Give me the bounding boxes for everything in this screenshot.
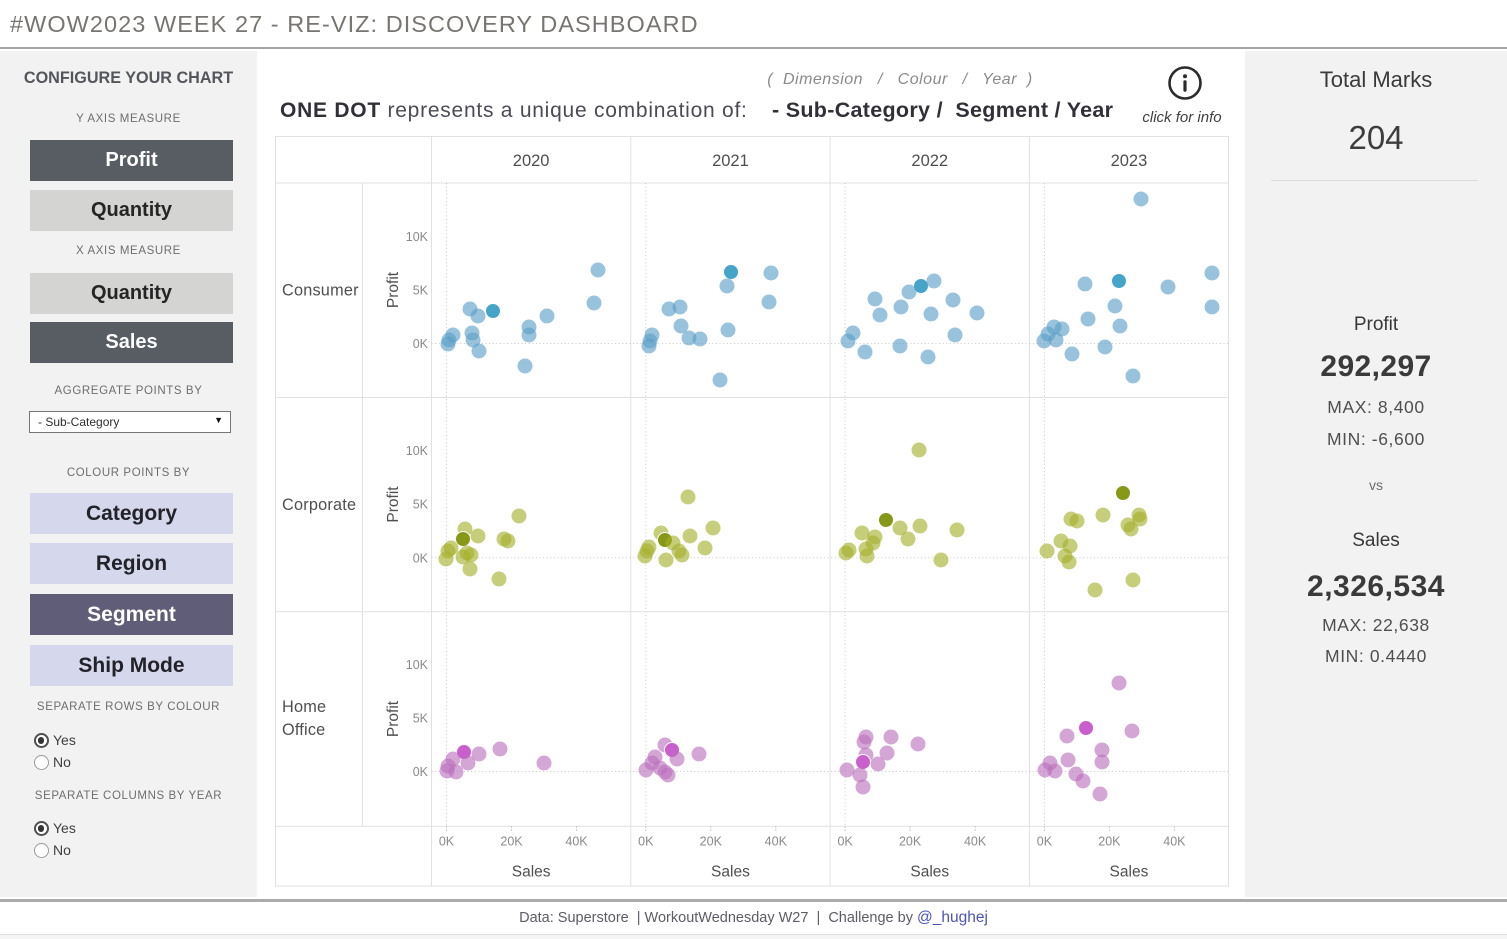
svg-text:0K: 0K: [1037, 835, 1053, 849]
svg-text:0K: 0K: [837, 835, 853, 849]
svg-text:20K: 20K: [899, 835, 922, 849]
svg-text:Corporate: Corporate: [282, 496, 356, 514]
svg-text:2022: 2022: [911, 152, 948, 170]
svg-text:Profit: Profit: [385, 486, 402, 523]
svg-text:Profit: Profit: [385, 271, 402, 308]
svg-text:0K: 0K: [413, 551, 429, 565]
svg-text:Office: Office: [282, 721, 325, 739]
svg-text:Profit: Profit: [385, 700, 402, 737]
svg-text:10K: 10K: [406, 230, 429, 244]
svg-text:5K: 5K: [413, 498, 429, 512]
svg-text:10K: 10K: [406, 658, 429, 672]
svg-text:20K: 20K: [500, 835, 523, 849]
svg-text:2023: 2023: [1111, 152, 1148, 170]
svg-text:40K: 40K: [765, 835, 788, 849]
svg-text:0K: 0K: [413, 337, 429, 351]
svg-text:40K: 40K: [1163, 835, 1186, 849]
svg-text:Sales: Sales: [910, 864, 949, 881]
svg-text:0K: 0K: [638, 835, 654, 849]
svg-text:20K: 20K: [700, 835, 723, 849]
svg-text:2020: 2020: [513, 152, 550, 170]
svg-text:5K: 5K: [413, 711, 429, 725]
svg-text:40K: 40K: [565, 835, 588, 849]
svg-text:0K: 0K: [439, 835, 455, 849]
svg-text:20K: 20K: [1098, 835, 1121, 849]
svg-text:Sales: Sales: [512, 864, 551, 881]
svg-text:5K: 5K: [413, 283, 429, 297]
svg-text:Sales: Sales: [1110, 864, 1149, 881]
svg-text:Consumer: Consumer: [282, 282, 359, 300]
svg-text:2021: 2021: [712, 152, 749, 170]
svg-text:Home: Home: [282, 698, 326, 716]
svg-text:0K: 0K: [413, 765, 429, 779]
svg-text:40K: 40K: [964, 835, 987, 849]
svg-text:10K: 10K: [406, 444, 429, 458]
svg-text:Sales: Sales: [711, 864, 750, 881]
